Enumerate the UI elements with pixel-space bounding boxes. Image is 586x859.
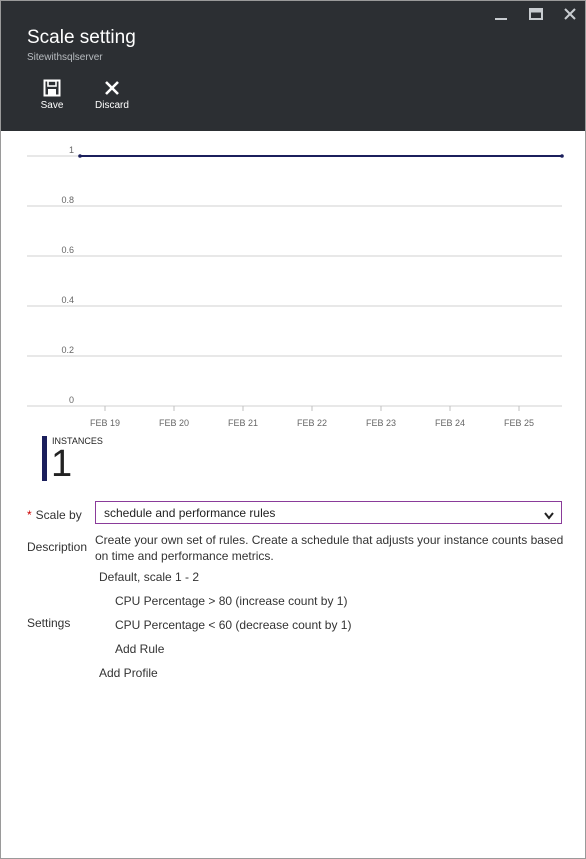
x-tick-label: FEB 22 <box>297 418 327 428</box>
instances-label: INSTANCES <box>52 436 103 446</box>
description-text: Create your own set of rules. Create a s… <box>95 533 564 563</box>
y-tick-label: 1 <box>69 145 74 155</box>
scale-by-selected-value: schedule and performance rules <box>104 506 276 520</box>
save-button-label: Save <box>40 100 64 111</box>
maximize-icon[interactable] <box>525 5 547 25</box>
blade-header: Scale setting Sitewithsqlserver Save Dis… <box>1 1 585 131</box>
y-tick-label: 0.2 <box>61 345 74 355</box>
discard-button[interactable]: Discard <box>93 79 131 111</box>
discard-button-label: Discard <box>95 100 129 111</box>
y-tick-label: 0.8 <box>61 195 74 205</box>
instances-value: 1 <box>51 443 73 485</box>
minimize-icon[interactable] <box>490 5 512 25</box>
chevron-down-icon <box>543 508 555 526</box>
x-tick-label: FEB 24 <box>435 418 465 428</box>
scale-by-label: * Scale by <box>27 508 82 522</box>
description-label: Description <box>27 540 88 554</box>
x-tick-label: FEB 25 <box>504 418 534 428</box>
scale-by-label-text: Scale by <box>35 508 82 522</box>
rule-item[interactable]: CPU Percentage < 60 (decrease count by 1… <box>115 618 352 632</box>
y-tick-label: 0.4 <box>61 295 74 305</box>
profile-default[interactable]: Default, scale 1 - 2 <box>99 570 200 584</box>
settings-label: Settings <box>27 616 71 630</box>
add-rule-link[interactable]: Add Rule <box>115 642 165 656</box>
required-mark: * <box>27 508 32 522</box>
series-point <box>78 154 82 158</box>
save-icon <box>43 79 61 97</box>
x-tick-label: FEB 23 <box>366 418 396 428</box>
instances-accent-bar <box>42 436 47 481</box>
x-tick-label: FEB 19 <box>90 418 120 428</box>
instance-count-chart: 1 0.8 0.6 0.4 0.2 0 FEB 19 FEB 20 FEB 21 FEB 22 FE… <box>1 131 585 431</box>
series-point <box>560 154 564 158</box>
instances-summary: INSTANCES 1 <box>42 436 162 484</box>
y-tick-label: 0 <box>69 395 74 405</box>
x-tick-label: FEB 21 <box>228 418 258 428</box>
y-tick-label: 0.6 <box>61 245 74 255</box>
discard-icon <box>105 81 119 95</box>
save-button[interactable]: Save <box>37 79 67 111</box>
x-tick-label: FEB 20 <box>159 418 189 428</box>
add-profile-link[interactable]: Add Profile <box>99 666 158 680</box>
rule-item[interactable]: CPU Percentage > 80 (increase count by 1… <box>115 594 348 608</box>
scale-by-dropdown[interactable]: schedule and performance rules <box>95 501 562 524</box>
chart-canvas: 1 0.8 0.6 0.4 0.2 0 FEB 19 FEB 20 FEB 21 FEB 22 FE… <box>27 145 564 428</box>
page-title: Scale setting <box>27 27 136 48</box>
close-icon[interactable] <box>559 5 581 25</box>
page-subtitle: Sitewithsqlserver <box>27 52 103 63</box>
